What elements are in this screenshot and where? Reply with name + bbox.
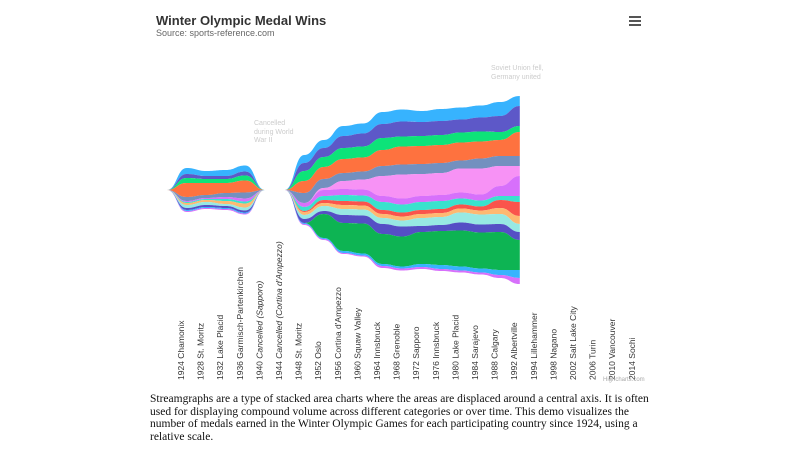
label-place: Vancouver [607, 319, 617, 359]
label-year: 1980 [450, 359, 460, 380]
label-place: Garmisch-Partenkirchen [235, 267, 245, 359]
label-place: St. Moritz [294, 323, 304, 359]
x-axis-label: 1972 Sapporo [411, 326, 421, 380]
label-year: 1994 [529, 359, 539, 380]
label-year: 2014 [627, 359, 637, 380]
x-axis-label: 1964 Innsbruck [372, 321, 382, 380]
streamgraph: 1924 Chamonix 1928 St. Moritz 1932 Lake Pl… [167, 96, 637, 380]
label-place: Albertville [509, 322, 519, 359]
label-year: 1936 [235, 359, 245, 380]
x-axis-label: 1956 Cortina d'Ampezzo [333, 287, 343, 380]
x-axis-label: 1952 Oslo [313, 341, 323, 380]
x-axis-label: 1994 Lillehammer [529, 312, 539, 380]
x-axis-label: 1960 Squaw Valley [352, 307, 362, 380]
label-year: 1984 [470, 359, 480, 380]
label-year: 1956 [333, 359, 343, 380]
label-place: Oslo [313, 341, 323, 359]
annotation-ww2: Cancelled during World War II [254, 120, 294, 144]
label-place: Squaw Valley [352, 307, 362, 359]
x-axis-label: 2002 Salt Lake City [568, 306, 578, 380]
x-axis-label: 2006 Turin [588, 340, 598, 380]
label-place: Sarajevo [470, 325, 480, 359]
stream-series-8[interactable] [167, 190, 520, 213]
label-place: Lillehammer [529, 312, 539, 358]
label-place: Lake Placid [450, 315, 460, 359]
label-place: Nagano [548, 329, 558, 359]
stream-series-11[interactable] [167, 190, 520, 232]
x-axis-label: 1968 Grenoble [392, 323, 402, 380]
label-place: Grenoble [392, 323, 402, 358]
x-axis-label: 1936 Garmisch-Partenkirchen [235, 267, 245, 380]
label-place: Cancelled (Cortina d'Ampezzo) [274, 241, 284, 359]
label-year: 1988 [490, 359, 500, 380]
label-place: Lake Placid [215, 315, 225, 359]
label-year: 2010 [607, 359, 617, 380]
stream-series-12[interactable] [167, 190, 520, 240]
x-axis-label: 1940 Cancelled (Sapporo) [254, 281, 264, 380]
label-place: Innsbruck [431, 321, 441, 359]
label-year: 1924 [176, 359, 186, 380]
label-year: 1968 [392, 359, 402, 380]
label-place: Cancelled (Sapporo) [254, 281, 264, 359]
label-year: 1932 [215, 359, 225, 380]
annotation-soviet: Soviet Union fell, Germany united [491, 65, 544, 81]
label-year: 1960 [352, 359, 362, 380]
x-axis-label: 1998 Nagano [548, 329, 558, 380]
label-place: Innsbruck [372, 321, 382, 359]
x-axis-label: 1988 Calgary [490, 329, 500, 380]
stream-series-10[interactable] [167, 190, 520, 224]
stream-series-6[interactable] [167, 166, 520, 203]
label-place: Cortina d'Ampezzo [333, 287, 343, 359]
stream-series-4[interactable] [167, 132, 520, 197]
stream-series-15[interactable] [167, 190, 520, 284]
label-year: 1976 [431, 359, 441, 380]
label-place: Salt Lake City [568, 306, 578, 359]
label-place: Sochi [627, 337, 637, 358]
label-year: 1940 [254, 359, 264, 380]
label-year: 1928 [196, 359, 206, 380]
x-axis-label: 2010 Vancouver [607, 319, 617, 380]
label-year: 1952 [313, 359, 323, 380]
label-place: St. Moritz [196, 323, 206, 359]
stream-series-1[interactable] [167, 96, 520, 190]
stream-series-9[interactable] [167, 190, 520, 217]
label-year: 1944 [274, 359, 284, 380]
hamburger-icon[interactable] [629, 16, 641, 27]
label-year: 2002 [568, 359, 578, 380]
stream-series-5[interactable] [167, 156, 520, 203]
credits-link[interactable]: Highcharts.com [603, 377, 645, 383]
stream-series-14[interactable] [167, 190, 520, 278]
label-place: Chamonix [176, 320, 186, 359]
chart-title: Winter Olympic Medal Wins [156, 13, 327, 28]
x-axis-label: 1944 Cancelled (Cortina d'Ampezzo) [274, 241, 284, 380]
label-place: Calgary [490, 329, 500, 359]
x-axis-label: 1924 Chamonix [176, 320, 186, 380]
label-year: 1998 [548, 359, 558, 380]
x-axis-label: 1932 Lake Placid [215, 315, 225, 380]
label-place: Turin [588, 340, 598, 359]
label-year: 1964 [372, 359, 382, 380]
x-axis-label: 1948 St. Moritz [294, 323, 304, 380]
label-place: Sapporo [411, 326, 421, 358]
x-axis-label: 1984 Sarajevo [470, 325, 480, 380]
x-axis-label: 1992 Albertville [509, 322, 519, 380]
chart-subtitle: Source: sports-reference.com [156, 28, 275, 38]
label-year: 2006 [588, 359, 598, 380]
stream-series-7[interactable] [167, 176, 520, 207]
chart-description: Streamgraphs are a type of stacked area … [150, 393, 649, 443]
x-axis-label: 2014 Sochi [627, 337, 637, 380]
label-year: 1992 [509, 359, 519, 380]
stream-series-3[interactable] [167, 126, 520, 190]
x-axis-label: 1980 Lake Placid [450, 315, 460, 380]
x-axis-label: 1976 Innsbruck [431, 321, 441, 380]
stream-series-13[interactable] [167, 190, 520, 270]
x-axis-label: 1928 St. Moritz [196, 323, 206, 380]
label-year: 1972 [411, 359, 421, 380]
label-year: 1948 [294, 359, 304, 380]
